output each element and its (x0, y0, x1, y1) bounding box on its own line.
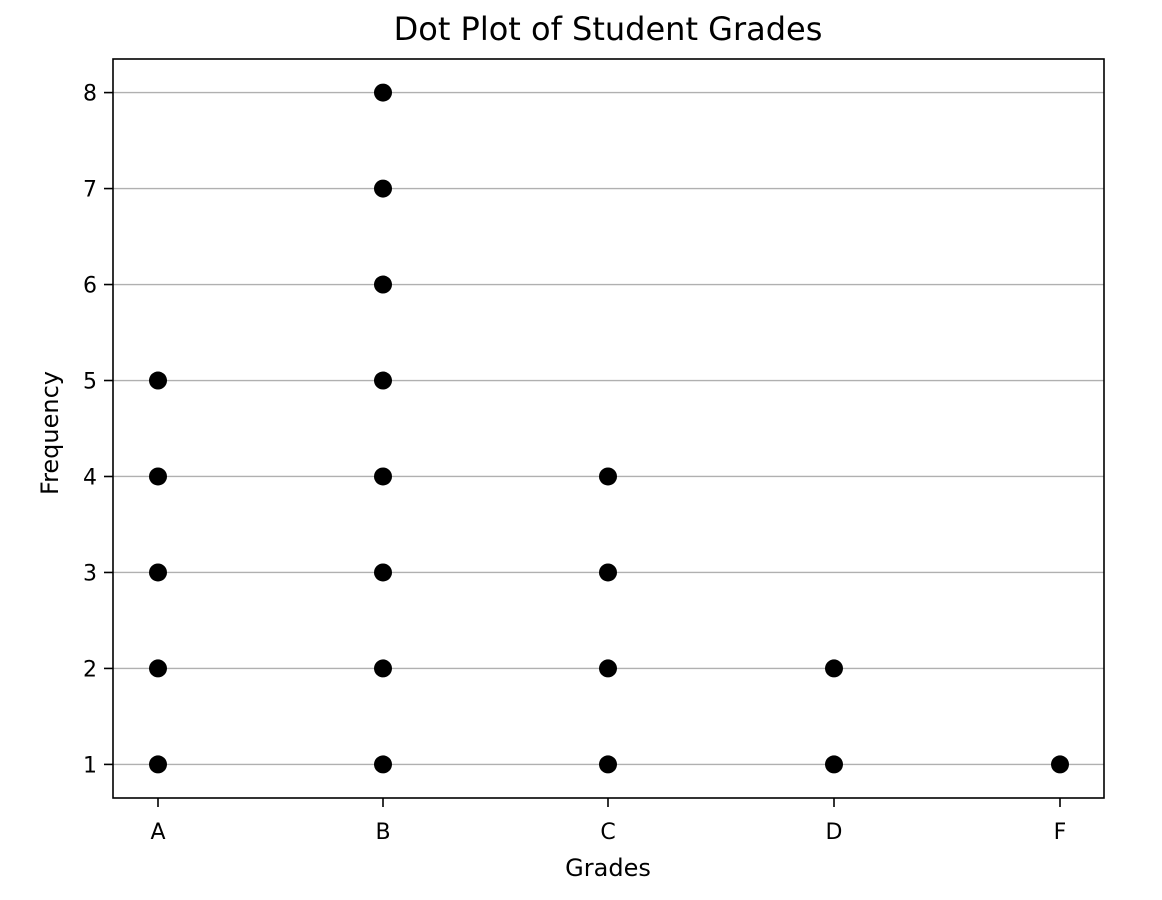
y-tick-label: 3 (83, 561, 97, 586)
data-point (149, 755, 167, 774)
y-tick-label: 8 (83, 82, 97, 107)
data-point (374, 83, 392, 102)
y-tick-label: 2 (83, 657, 97, 682)
data-point (149, 563, 167, 582)
data-point (599, 563, 617, 582)
x-tick-label: B (375, 820, 390, 845)
data-point (149, 659, 167, 678)
chart-title: Dot Plot of Student Grades (394, 10, 823, 48)
data-point (374, 371, 392, 390)
y-tick-label: 1 (83, 753, 97, 778)
x-tick-label: A (150, 820, 165, 845)
x-tick-label: D (826, 820, 843, 845)
y-axis-ticks: 1 2 3 4 5 6 7 8 (83, 82, 113, 778)
y-tick-label: 4 (83, 465, 97, 490)
data-point (599, 755, 617, 774)
y-tick-label: 6 (83, 274, 97, 299)
y-tick-label: 7 (83, 178, 97, 203)
data-point (374, 563, 392, 582)
x-tick-label: F (1054, 820, 1067, 845)
x-axis-label: Grades (565, 854, 651, 882)
data-point (825, 659, 843, 678)
data-point (149, 467, 167, 486)
data-point (374, 659, 392, 678)
data-point (825, 755, 843, 774)
data-point (149, 371, 167, 390)
data-point (599, 659, 617, 678)
plot-frame (112, 58, 1105, 799)
data-point (599, 467, 617, 486)
data-point (374, 467, 392, 486)
data-point (1051, 755, 1069, 774)
y-axis-label: Frequency (36, 371, 64, 495)
data-point (374, 755, 392, 774)
data-point (374, 179, 392, 198)
data-points (149, 83, 1069, 774)
x-tick-label: C (600, 820, 615, 845)
data-point (374, 275, 392, 294)
y-tick-label: 5 (83, 370, 97, 395)
